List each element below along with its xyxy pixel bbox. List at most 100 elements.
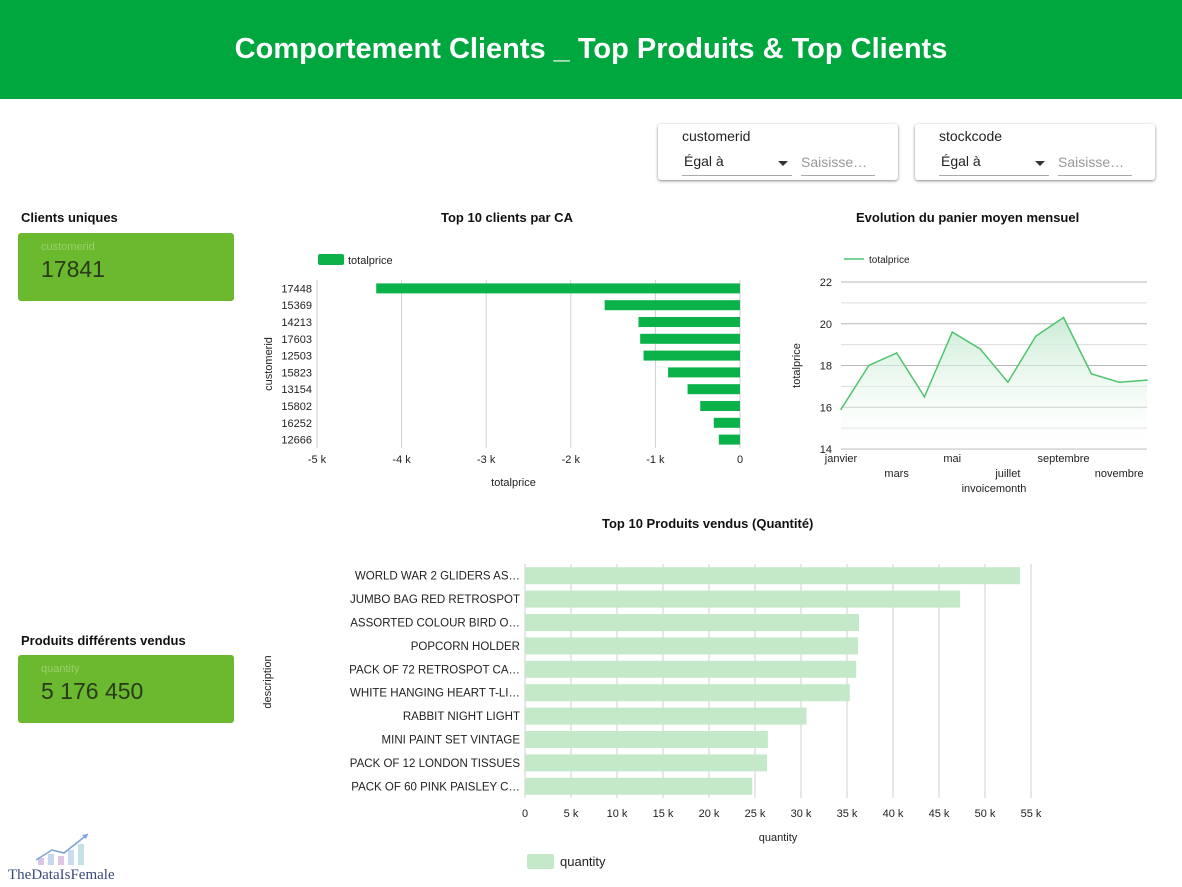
y-tick-label: 12503	[281, 351, 312, 363]
y-tick-label: 14213	[281, 317, 312, 329]
y-tick-label: PACK OF 60 PINK PAISLEY C…	[351, 781, 520, 793]
bar	[525, 590, 961, 608]
y-tick-label: RABBIT NIGHT LIGHT	[403, 711, 520, 723]
bar	[700, 401, 740, 411]
bar	[713, 417, 740, 428]
bar	[525, 754, 767, 772]
bar	[525, 707, 807, 725]
y-tick-label: 20	[820, 319, 832, 331]
data-point	[1146, 379, 1148, 381]
y-tick-label: 16	[820, 402, 832, 414]
data-point	[951, 331, 954, 333]
bar	[640, 333, 740, 344]
bar	[525, 614, 859, 631]
y-tick-label: PACK OF 72 RETROSPOT CA…	[349, 664, 520, 676]
data-point	[923, 396, 926, 398]
panier-moyen-chart: 14 16 18 20 22 janvier mars mai juillet septembre…	[791, 255, 1148, 495]
y-tick-label: JUMBO BAG RED RETROSPOT	[350, 594, 520, 606]
y-tick-label: WHITE HANGING HEART T-LI…	[350, 688, 520, 700]
x-axis-title: invoicemonth	[962, 483, 1027, 495]
x-tick-label: janvier	[824, 453, 858, 465]
x-tick-label: 25 k	[745, 808, 766, 820]
brand-logo-icon	[35, 833, 89, 865]
kpi-label: customerid	[41, 241, 95, 253]
bar	[525, 660, 857, 678]
y-tick-label: WORLD WAR 2 GLIDERS AS…	[355, 571, 520, 583]
y-tick-label: 17448	[281, 283, 312, 295]
x-tick-label: 35 k	[837, 808, 858, 820]
operator-value: Égal à	[684, 153, 724, 169]
legend-label: totalprice	[348, 255, 393, 267]
area-fill	[841, 317, 1147, 449]
x-tick-label: 45 k	[929, 808, 950, 820]
filter-stockcode[interactable]: stockcode Égal à Saisisse…	[915, 124, 1155, 180]
y-tick-label: 17603	[281, 334, 312, 346]
data-point	[895, 352, 898, 354]
x-tick-label: -4 k	[392, 454, 411, 466]
y-axis-title: totalprice	[791, 343, 803, 388]
y-tick-label: ASSORTED COLOUR BIRD O…	[350, 618, 520, 630]
y-tick-label: 15369	[281, 300, 312, 312]
legend-label: quantity	[560, 854, 606, 869]
data-point	[840, 408, 842, 411]
y-axis-title: customerid	[263, 337, 275, 391]
legend-label: totalprice	[869, 255, 910, 266]
kpi-value: 17841	[41, 256, 105, 282]
operator-value: Égal à	[941, 153, 981, 169]
bar	[525, 777, 753, 795]
y-tick-label: 22	[820, 277, 832, 289]
bar	[525, 731, 768, 748]
bar	[376, 283, 740, 294]
y-tick-label: 18	[820, 361, 832, 373]
chevron-down-icon	[778, 161, 788, 166]
x-tick-label: 40 k	[883, 808, 904, 820]
data-point	[1007, 381, 1009, 383]
chart-title-clients: Top 10 clients par CA	[441, 210, 573, 225]
filter-value-input[interactable]: Saisisse…	[801, 150, 875, 176]
y-tick-label: POPCORN HOLDER	[411, 641, 520, 653]
dashboard-header: Comportement Clients _ Top Produits & To…	[0, 0, 1182, 99]
y-axis-title: description	[262, 655, 274, 708]
bar	[687, 384, 740, 395]
x-tick-label: 30 k	[791, 808, 812, 820]
filter-label: stockcode	[939, 128, 1003, 144]
kpi-clients-card: customerid 17841	[18, 233, 234, 301]
kpi-produits-title: Produits différents vendus	[21, 633, 186, 648]
x-tick-label: 15 k	[653, 808, 674, 820]
y-tick-label: 13154	[281, 384, 312, 396]
bar	[718, 434, 740, 445]
bar	[525, 684, 850, 702]
data-point	[1090, 373, 1093, 375]
x-tick-label: -3 k	[477, 454, 496, 466]
chevron-down-icon	[1035, 161, 1045, 166]
operator-select[interactable]: Égal à	[682, 150, 792, 176]
series-line	[840, 316, 1148, 410]
bar	[668, 367, 740, 378]
y-tick-label: 12666	[281, 435, 312, 447]
x-tick-label: juillet	[994, 468, 1020, 480]
x-tick-label: 0	[522, 808, 528, 820]
data-point	[1034, 335, 1037, 338]
data-point	[1118, 381, 1120, 383]
filter-customerid[interactable]: customerid Égal à Saisisse…	[658, 124, 898, 180]
x-tick-label: mars	[884, 468, 909, 480]
y-tick-label: 14	[820, 444, 832, 456]
legend-swatch	[318, 254, 344, 265]
y-tick-label: 15823	[281, 367, 312, 379]
page-title: Comportement Clients _ Top Produits & To…	[234, 33, 948, 65]
x-tick-label: septembre	[1038, 453, 1090, 465]
operator-select[interactable]: Égal à	[939, 150, 1049, 176]
kpi-produits-card: quantity 5 176 450	[18, 655, 234, 723]
legend-swatch	[527, 854, 554, 869]
x-axis-title: totalprice	[491, 477, 536, 489]
filter-value-input[interactable]: Saisisse…	[1058, 150, 1132, 176]
x-tick-label: novembre	[1095, 468, 1144, 480]
x-tick-label: mai	[943, 453, 961, 465]
top-produits-chart: 0 5 k 10 k 15 k 20 k 25 k 30 k 35 k 40 k 45 k 50 k…	[262, 564, 1042, 869]
x-tick-label: 0	[737, 454, 743, 466]
x-tick-label: 5 k	[564, 808, 579, 820]
x-tick-label: -2 k	[562, 454, 581, 466]
bar	[525, 567, 1020, 585]
y-tick-label: 15802	[281, 401, 312, 413]
data-point	[979, 348, 981, 350]
